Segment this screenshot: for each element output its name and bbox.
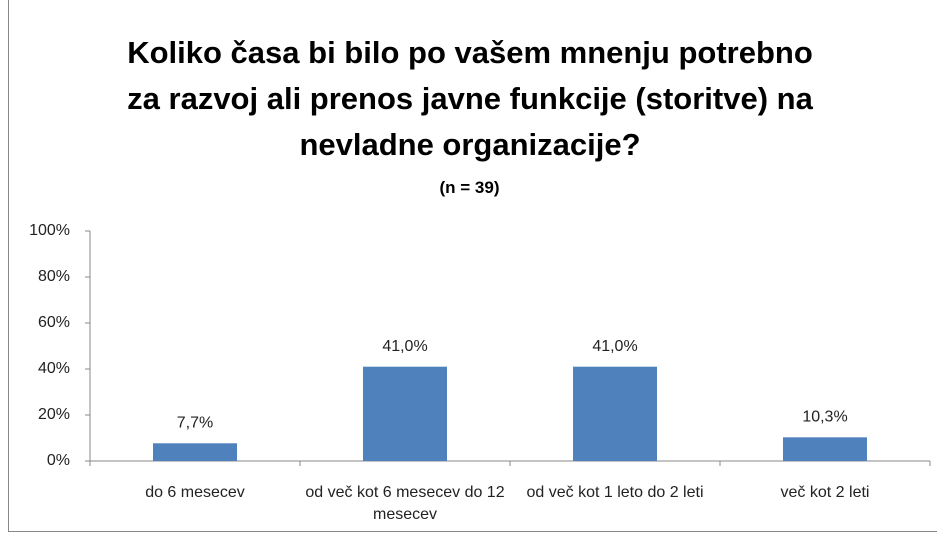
chart-subtitle: (n = 39) bbox=[439, 178, 500, 197]
y-tick-label: 20% bbox=[38, 406, 70, 423]
y-tick-label: 40% bbox=[38, 360, 70, 377]
data-label: 7,7% bbox=[177, 415, 213, 432]
bar bbox=[573, 366, 657, 461]
x-tick-label: do 6 mesecev bbox=[145, 484, 245, 501]
bar bbox=[363, 366, 447, 461]
x-tick-label: od več kot 6 mesecev do 12 mesecev bbox=[305, 484, 505, 523]
data-label: 10,3% bbox=[802, 409, 847, 426]
y-tick-label: 100% bbox=[29, 222, 70, 239]
y-tick-label: 60% bbox=[38, 314, 70, 331]
x-tick-label: od več kot 1 leto do 2 leti bbox=[526, 484, 704, 501]
data-label: 41,0% bbox=[592, 338, 637, 355]
chart-title: Koliko časa bi bilo po vašem mnenju potr… bbox=[127, 35, 813, 162]
y-tick-label: 80% bbox=[38, 268, 70, 285]
x-tick-label: več kot 2 leti bbox=[780, 484, 870, 501]
bar bbox=[783, 437, 867, 461]
y-tick-label: 0% bbox=[47, 452, 70, 469]
data-label: 41,0% bbox=[382, 338, 427, 355]
chart-frame bbox=[8, 0, 937, 532]
bar bbox=[153, 443, 237, 461]
